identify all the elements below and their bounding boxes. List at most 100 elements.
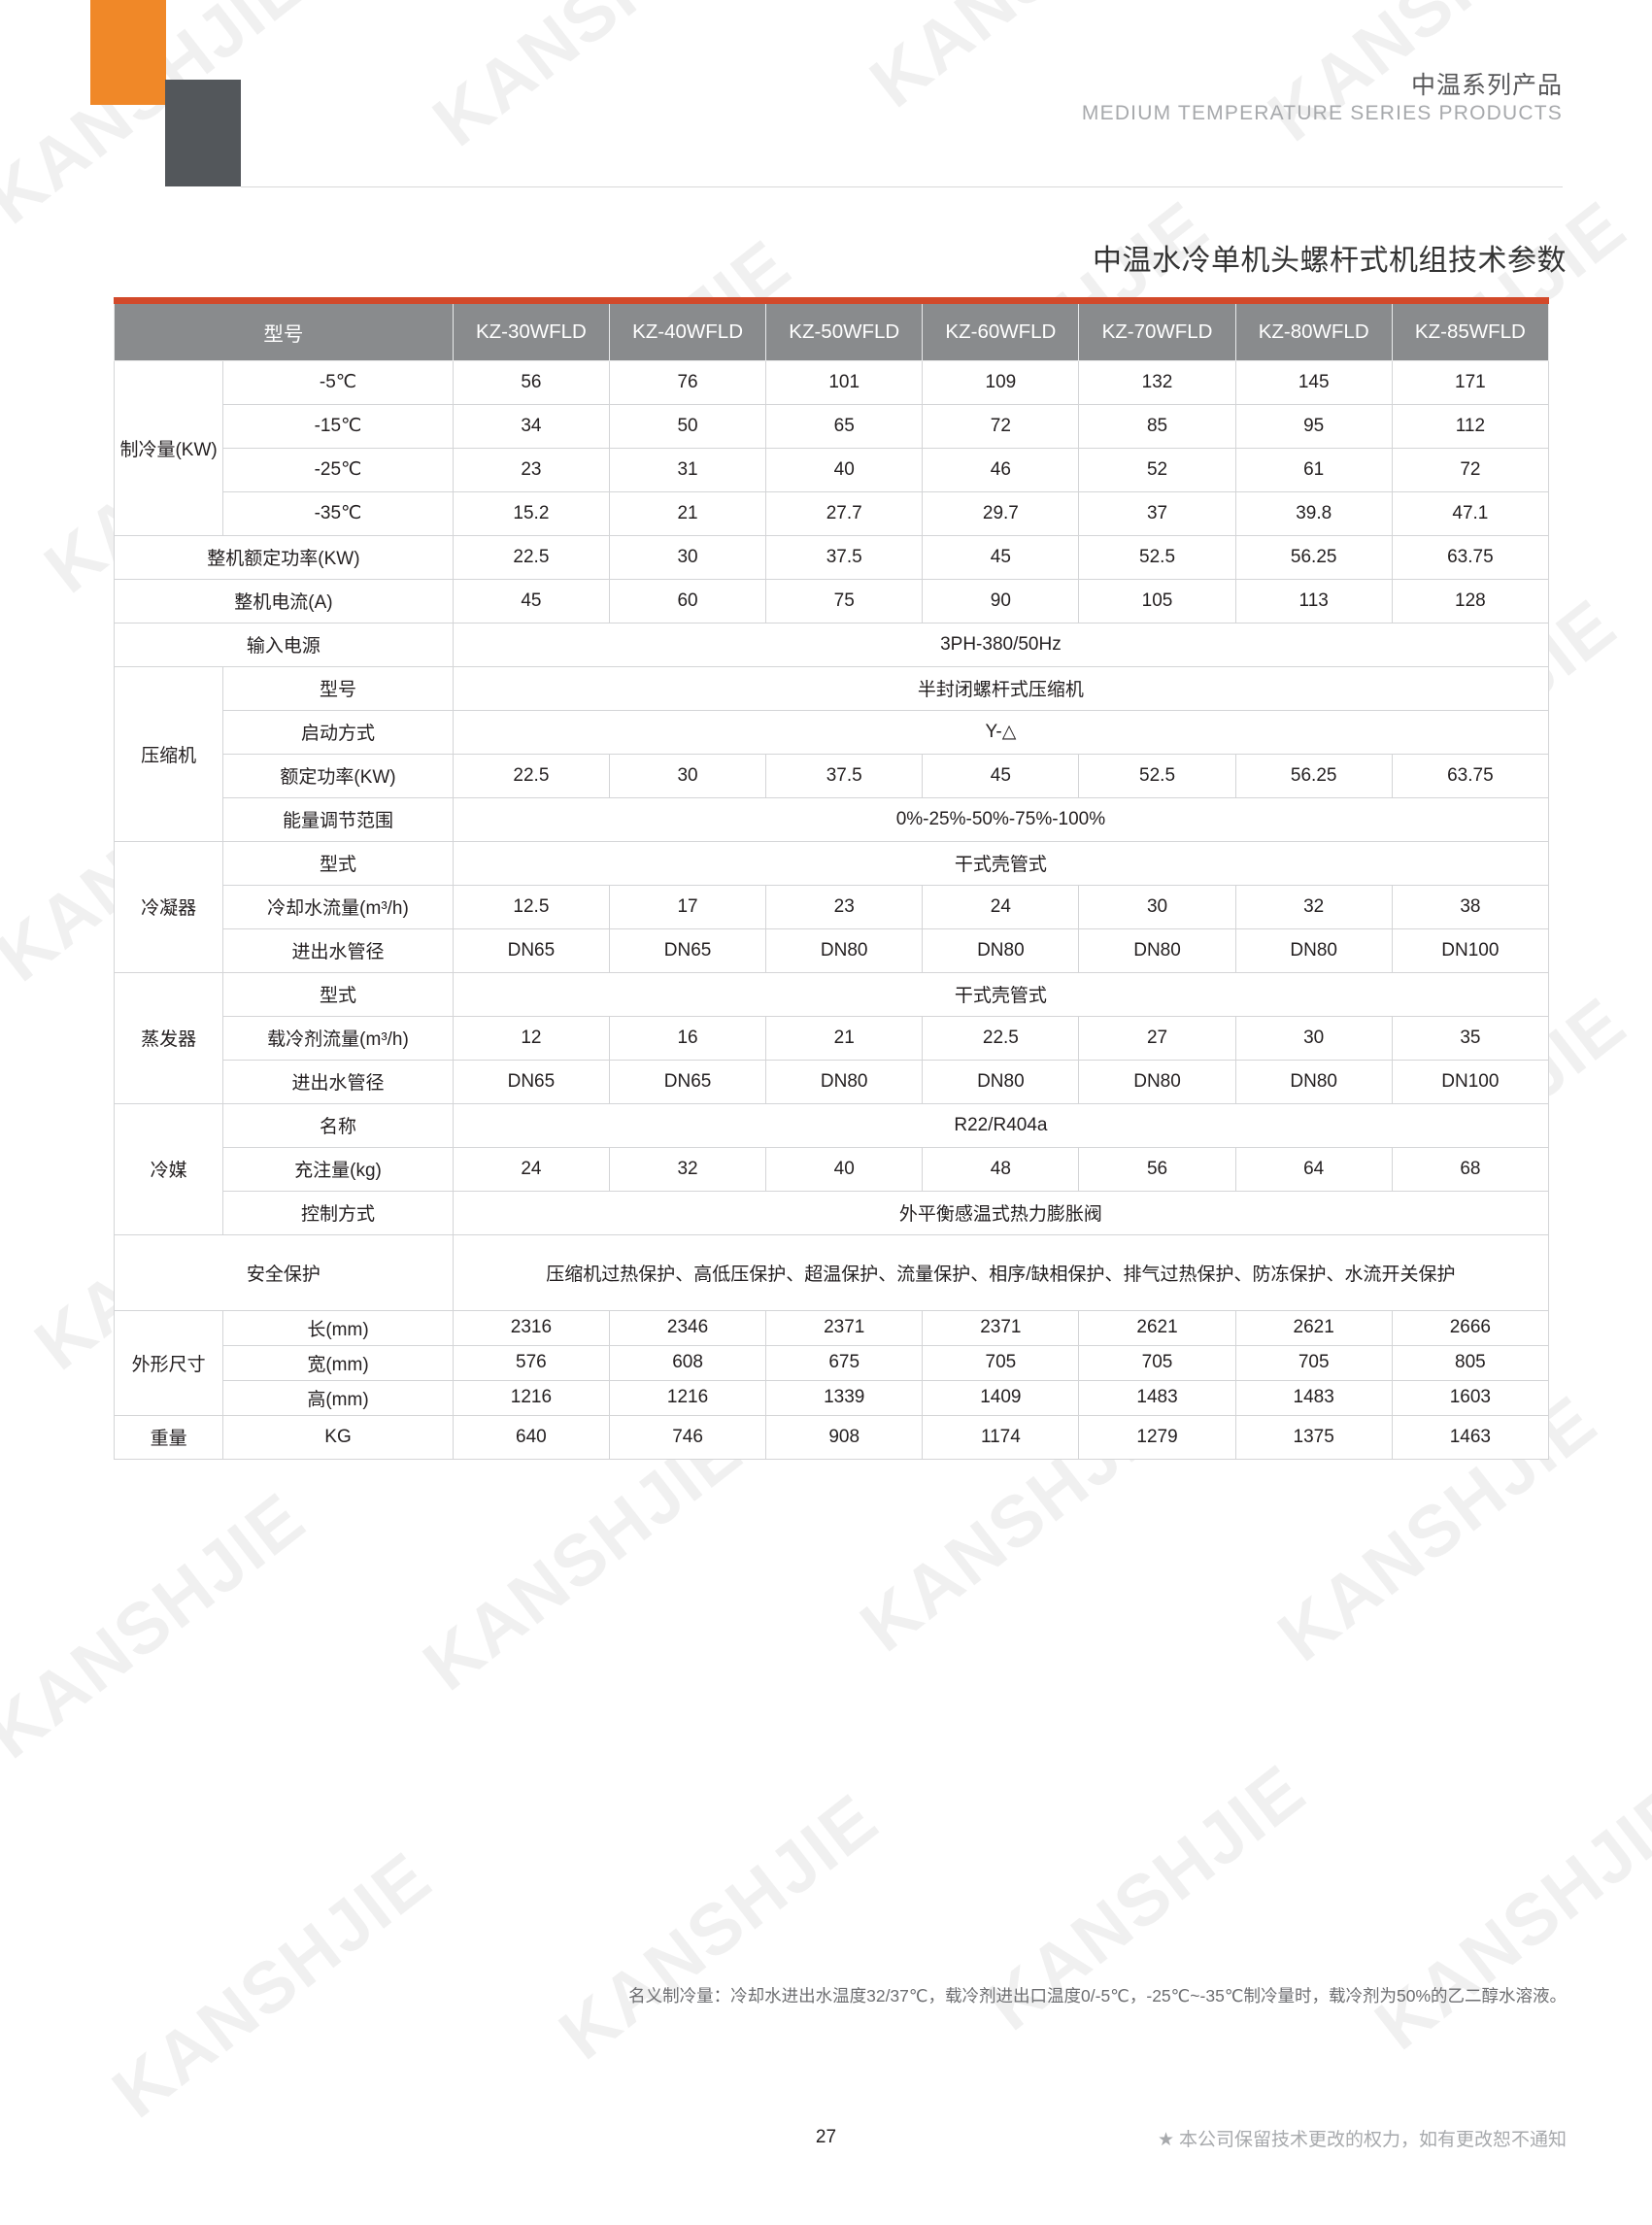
row-value-1: 32 [608,1146,767,1192]
row-value-3: 1409 [922,1379,1080,1416]
row-value-5: 64 [1234,1146,1393,1192]
table-row: 充注量(kg) 24 32 40 48 56 64 68 [115,1146,1550,1192]
row-value-1: 2346 [608,1309,767,1346]
row-value-5: 145 [1234,359,1393,405]
table-row: 启动方式 Y-△ [115,709,1550,755]
row-value-4: 52 [1078,447,1236,492]
row-value-3: 46 [922,447,1080,492]
row-value-4: 1483 [1078,1379,1236,1416]
row-value-1: 31 [608,447,767,492]
row-value-0: 15.2 [452,490,610,536]
row-value-0: 1216 [452,1379,610,1416]
row-label: 型式 [222,840,454,886]
row-value-6: 805 [1391,1344,1550,1381]
row-value-2: 2371 [765,1309,924,1346]
watermark-text: KANSHJIE [418,0,767,162]
group-label: 冷媒 [113,1102,224,1235]
row-value-5: 1483 [1234,1379,1393,1416]
table-row: 宽(mm) 576 608 675 705 705 705 805 [115,1344,1550,1381]
row-label: -35℃ [222,490,454,536]
row-label: 型式 [222,971,454,1017]
row-value-4: 85 [1078,403,1236,449]
row-value-4: 2621 [1078,1309,1236,1346]
row-value-0: 12 [452,1015,610,1061]
series-title-cn: 中温系列产品 [1410,72,1563,99]
table-row: 外形尺寸 长(mm) 2316 2346 2371 2371 2621 2621 2666 [113,1309,1550,1416]
row-value-2: 40 [765,447,924,492]
row-label: 启动方式 [222,709,454,755]
row-value-5: 2621 [1234,1309,1393,1346]
row-value-6: 1603 [1391,1379,1550,1416]
orange-accent-block [90,0,166,105]
row-value-2: 27.7 [765,490,924,536]
row-label: 能量调节范围 [222,796,454,842]
star-icon: ★ [1157,2130,1174,2150]
row-value-1: 16 [608,1015,767,1061]
table-row: 制冷量(KW) -5℃ 56 76 101 109 132 145 171 [113,359,1550,536]
watermark-text: KANSHJIE [544,1777,893,2075]
row-label: 充注量(kg) [222,1146,454,1192]
row-merged-value: 外平衡感温式热力膨胀阀 [452,1190,1550,1235]
table-footnote: 名义制冷量：冷却水进出水温度32/37℃，载冷剂进出口温度0/-5℃，-25℃~… [628,1986,1567,2006]
row-value-0: 640 [452,1414,610,1460]
group-label: 冷凝器 [113,840,224,973]
row-value-5: 1375 [1234,1414,1393,1460]
row-value-4: DN80 [1078,1059,1236,1104]
row-value-2: 23 [765,884,924,929]
row-value-5: DN80 [1234,927,1393,973]
row-value-3: 48 [922,1146,1080,1192]
header-model-0: KZ-30WFLD [452,304,610,361]
row-value-2: 908 [765,1414,924,1460]
row-value-6: 1463 [1391,1414,1550,1460]
row-value-2: 37.5 [765,534,924,580]
table-row: 额定功率(KW) 22.5 30 37.5 45 52.5 56.25 63.75 [115,753,1550,798]
row-value-1: 50 [608,403,767,449]
row-value-2: 40 [765,1146,924,1192]
row-value-4: 52.5 [1078,534,1236,580]
row-value-6: 35 [1391,1015,1550,1061]
row-label: 输入电源 [114,622,454,667]
table-row: 冷凝器 型式 干式壳管式 [113,840,1550,973]
row-value-1: 608 [608,1344,767,1381]
table-top-accent-bar [114,297,1549,304]
table-row: 整机电流(A) 45 60 75 90 105 113 128 [114,578,1550,624]
row-value-3: DN80 [922,1059,1080,1104]
row-value-2: 65 [765,403,924,449]
row-merged-value: Y-△ [452,709,1550,755]
header-model-4: KZ-70WFLD [1078,304,1236,361]
watermark-text: KANSHJIE [1360,1768,1652,2066]
table-row: -15℃ 34 50 65 72 85 95 112 [115,403,1550,449]
row-label: 控制方式 [222,1190,454,1235]
page-title: 中温水冷单机头螺杆式机组技术参数 [1093,245,1567,277]
row-value-1: 1216 [608,1379,767,1416]
table-row: 整机额定功率(KW) 22.5 30 37.5 45 52.5 56.25 63.75 [114,534,1550,580]
row-value-3: 45 [922,534,1080,580]
table-row: -25℃ 23 31 40 46 52 61 72 [115,447,1550,492]
group-label: 制冷量(KW) [113,359,224,536]
row-value-5: 56.25 [1234,753,1393,798]
row-value-2: 101 [765,359,924,405]
row-label: 安全保护 [114,1233,454,1311]
row-value-3: 90 [922,578,1080,624]
row-value-5: 61 [1234,447,1393,492]
row-merged-value: 3PH-380/50Hz [452,622,1550,667]
row-value-1: 30 [608,534,767,580]
row-value-4: 52.5 [1078,753,1236,798]
row-value-4: 56 [1078,1146,1236,1192]
row-value-6: DN100 [1391,1059,1550,1104]
row-value-0: 45 [452,578,610,624]
table-row: 冷媒 名称 R22/R404a [113,1102,1550,1235]
row-value-0: 576 [452,1344,610,1381]
row-value-3: DN80 [922,927,1080,973]
row-value-4: 37 [1078,490,1236,536]
row-value-1: 21 [608,490,767,536]
row-value-1: 30 [608,753,767,798]
row-label: 名称 [222,1102,454,1148]
table-row: 压缩机 型号 半封闭螺杆式压缩机 [113,665,1550,842]
row-value-4: 27 [1078,1015,1236,1061]
gray-accent-block [165,80,241,186]
row-value-3: 1174 [922,1414,1080,1460]
row-value-1: DN65 [608,1059,767,1104]
row-merged-value: 干式壳管式 [452,971,1550,1017]
row-value-3: 29.7 [922,490,1080,536]
